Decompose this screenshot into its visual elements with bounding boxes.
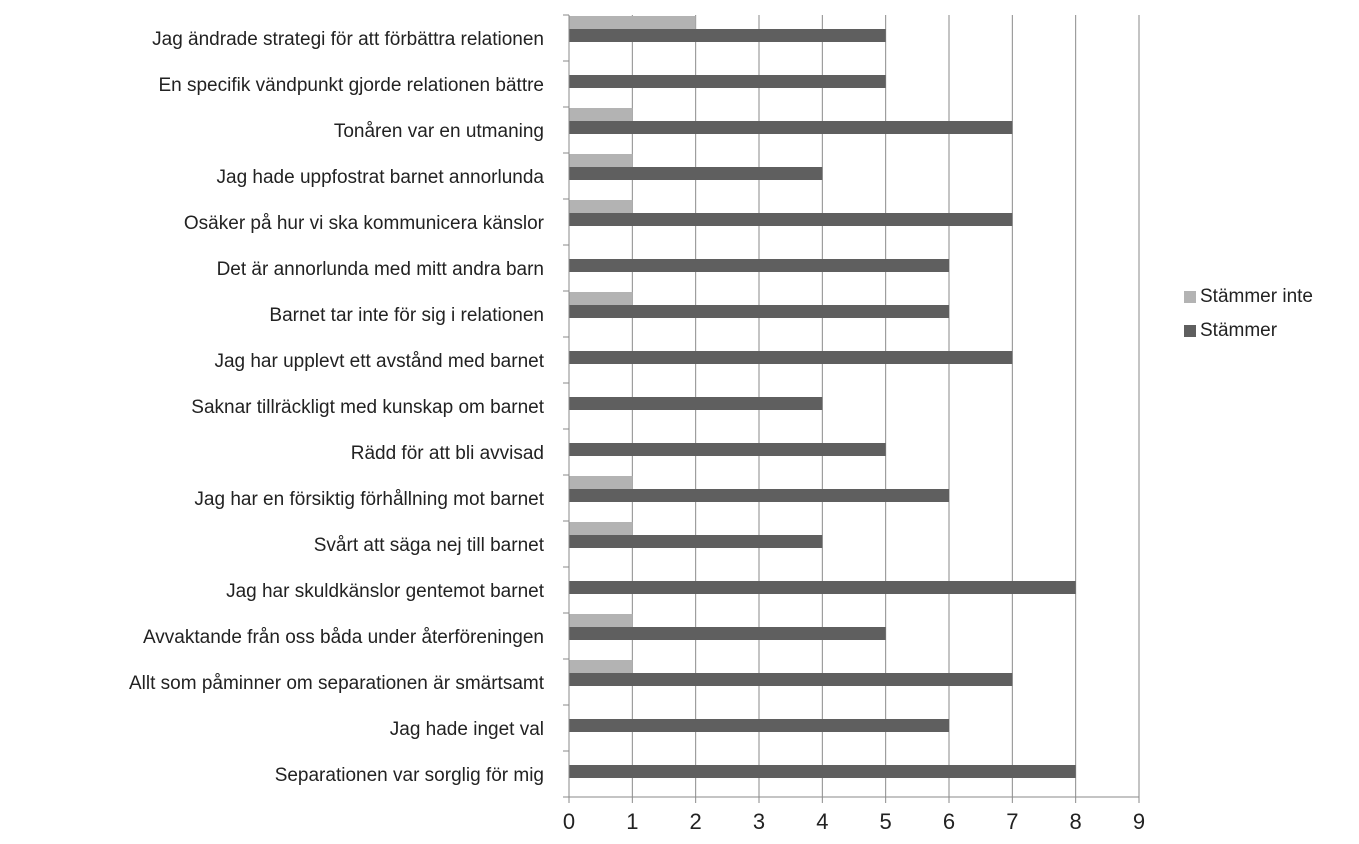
category-label: Avvaktande från oss båda under återfören… (143, 627, 544, 648)
category-label: Jag hade uppfostrat barnet annorlunda (217, 167, 545, 188)
category-label: Jag ändrade strategi för att förbättra r… (152, 29, 544, 50)
bar-stammer (569, 167, 823, 180)
bar-stammer (569, 489, 949, 502)
x-tick-label: 8 (1070, 809, 1082, 834)
category-label: Jag hade inget val (390, 719, 544, 740)
category-label: Jag har upplevt ett avstånd med barnet (214, 351, 544, 372)
legend-swatch (1184, 291, 1196, 303)
category-label: Jag har en försiktig förhållning mot bar… (194, 489, 544, 510)
category-label: Barnet tar inte för sig i relationen (269, 305, 544, 326)
x-tick-label: 7 (1006, 809, 1018, 834)
category-label: Jag har skuldkänslor gentemot barnet (226, 581, 545, 602)
bar-stammer-inte (569, 476, 633, 489)
legend-label: Stämmer (1200, 320, 1278, 341)
legend-label: Stämmer inte (1200, 286, 1313, 307)
bar-stammer (569, 627, 886, 640)
bar-stammer-inte (569, 292, 633, 305)
x-tick-label: 5 (880, 809, 892, 834)
bar-stammer (569, 213, 1013, 226)
bar-stammer (569, 351, 1013, 364)
category-label: Det är annorlunda med mitt andra barn (217, 259, 544, 280)
bar-stammer (569, 581, 1076, 594)
x-tick-label: 0 (563, 809, 575, 834)
category-label: Rädd för att bli avvisad (351, 443, 544, 464)
x-tick-label: 4 (816, 809, 828, 834)
x-tick-label: 6 (943, 809, 955, 834)
bar-stammer (569, 121, 1013, 134)
bar-stammer-inte (569, 522, 633, 535)
category-label: Osäker på hur vi ska kommunicera känslor (184, 213, 545, 234)
bar-stammer-inte (569, 16, 696, 29)
category-label: En specifik vändpunkt gjorde relationen … (158, 75, 544, 96)
category-label: Separationen var sorglig för mig (275, 765, 544, 786)
category-label: Tonåren var en utmaning (334, 121, 544, 142)
x-tick-label: 9 (1133, 809, 1145, 834)
bar-stammer (569, 765, 1076, 778)
bar-stammer-inte (569, 614, 633, 627)
category-label: Allt som påminner om separationen är smä… (129, 673, 545, 694)
bar-stammer (569, 305, 949, 318)
x-tick-label: 2 (690, 809, 702, 834)
x-tick-label: 1 (626, 809, 638, 834)
bar-stammer (569, 719, 949, 732)
bar-stammer-inte (569, 154, 633, 167)
bar-stammer (569, 259, 949, 272)
bar-stammer (569, 397, 823, 410)
bar-stammer-inte (569, 200, 633, 213)
bar-stammer (569, 75, 886, 88)
x-tick-label: 3 (753, 809, 765, 834)
legend-swatch (1184, 325, 1196, 337)
category-label: Saknar tillräckligt med kunskap om barne… (191, 397, 544, 418)
bar-stammer-inte (569, 108, 633, 121)
bar-stammer (569, 29, 886, 42)
bar-stammer (569, 443, 886, 456)
category-label: Svårt att säga nej till barnet (314, 535, 545, 556)
bar-stammer (569, 535, 823, 548)
bar-stammer-inte (569, 660, 633, 673)
bar-stammer (569, 673, 1013, 686)
